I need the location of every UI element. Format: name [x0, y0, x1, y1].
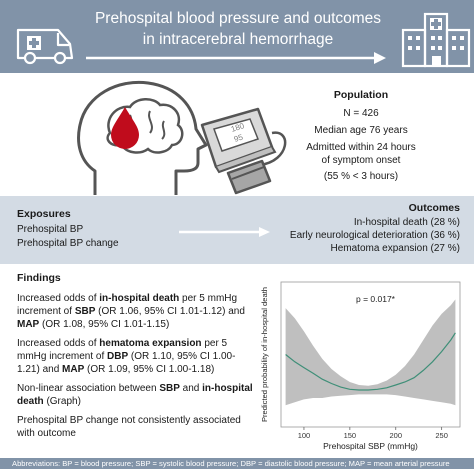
footer-bar: [0, 458, 474, 469]
p-value-annotation: p = 0.017*: [356, 294, 396, 304]
population-age: Median age 76 years: [314, 125, 408, 136]
exposures-title: Exposures: [17, 208, 71, 220]
population-graphics: 180 95: [77, 80, 287, 195]
outcome-item: In-hospital death (28 %): [353, 217, 460, 228]
outcome-item: Early neurological deterioration (36 %): [289, 230, 460, 241]
population-n: N = 426: [343, 108, 379, 119]
population-title: Population: [333, 89, 389, 101]
ambulance-icon: [16, 28, 74, 65]
header-graphics: [16, 12, 471, 68]
population-admitted-3: (55 % < 3 hours): [323, 171, 399, 182]
outcome-item: Hematoma expansion (27 %): [330, 243, 460, 254]
population-admitted-2: of symptom onset: [321, 155, 401, 166]
plot-frame: [280, 281, 461, 428]
x-tick-label: 150: [344, 431, 357, 440]
title-line-2: in intracerebral hemorrhage: [142, 31, 334, 48]
x-axis-label: Prehospital SBP (mmHg): [323, 441, 418, 451]
population-admitted-1: Admitted within 24 hours: [306, 142, 416, 153]
chart: 100 150 200 250 Prehospital SBP (mmHg) Predic…: [260, 281, 461, 451]
exposure-item: Prehospital BP: [17, 224, 84, 235]
hospital-icon: [401, 12, 471, 68]
title-line-1: Prehospital blood pressure and outcomes: [94, 10, 382, 27]
x-tick-label: 200: [389, 431, 402, 440]
arrow-right-icon: [86, 52, 386, 64]
abbreviations: Abbreviations: BP = blood pressure; SBP …: [12, 458, 450, 468]
arrow-right-icon: [179, 227, 270, 237]
y-axis-label: Predicted probability of in-hospital dea…: [260, 287, 269, 422]
x-tick-label: 100: [298, 431, 311, 440]
series-line: [285, 332, 456, 391]
page-title: Prehospital blood pressure and outcomes …: [88, 8, 388, 50]
finding-paragraph: Increased odds of in-hospital death per …: [17, 293, 245, 330]
monitor-reading-top: 180: [230, 121, 246, 134]
blood-pressure-monitor-icon: 180 95: [200, 107, 287, 195]
header-bar: [0, 0, 474, 73]
exposure-item: Prehospital BP change: [17, 238, 119, 249]
finding-paragraph: Non-linear association between SBP and i…: [17, 383, 253, 407]
finding-paragraph: Prehospital BP change not consistently a…: [17, 415, 241, 439]
outcomes-title: Outcomes: [408, 202, 460, 214]
x-tick-label: 250: [435, 431, 448, 440]
findings-title: Findings: [17, 272, 61, 284]
brain-hemorrhage-icon: [77, 80, 208, 195]
exposure-outcome-band: [0, 196, 474, 264]
monitor-reading-bottom: 95: [233, 132, 245, 143]
finding-paragraph: Increased odds of hematoma expansion per…: [17, 338, 236, 375]
